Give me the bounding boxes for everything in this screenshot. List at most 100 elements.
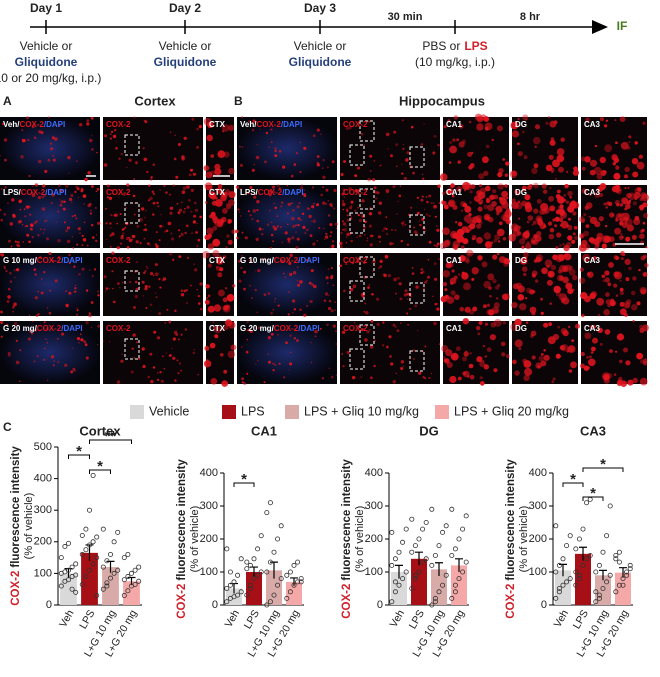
cox2-signal <box>0 155 1 157</box>
cox2-signal <box>280 205 283 208</box>
cox2-signal <box>40 291 44 295</box>
cox2-signal <box>81 244 84 246</box>
cox2-signal <box>599 156 606 164</box>
cox2-signal <box>303 324 306 327</box>
cox2-signal <box>360 376 362 378</box>
cox2-signal <box>163 230 166 233</box>
cox2-signal <box>335 227 338 230</box>
cox2-signal <box>48 116 50 118</box>
cox2-signal <box>259 128 261 130</box>
cox2-signal <box>325 232 328 235</box>
cox2-signal <box>249 259 253 263</box>
cox2-signal <box>497 283 501 287</box>
data-point <box>400 576 406 582</box>
cox2-signal <box>446 296 455 304</box>
cox2-signal <box>188 199 191 202</box>
cox2-signal <box>186 205 190 209</box>
cox2-signal <box>144 216 146 219</box>
cox2-signal <box>194 208 199 212</box>
cox2-signal <box>82 238 87 242</box>
cox2-signal <box>21 192 23 194</box>
cox2-signal <box>345 126 349 131</box>
cox2-signal <box>580 234 584 238</box>
cox2-signal <box>243 270 247 274</box>
data-point <box>255 546 261 552</box>
cox2-signal <box>149 196 153 201</box>
cox2-signal <box>312 219 317 223</box>
cox2-signal <box>178 362 182 365</box>
cox2-signal <box>531 311 536 316</box>
cox2-signal <box>583 213 587 217</box>
cox2-signal <box>74 214 77 217</box>
cox2-signal <box>316 128 320 132</box>
data-point <box>111 539 117 545</box>
cox2-signal <box>406 243 409 246</box>
treatment-line: Vehicle or <box>20 39 73 53</box>
image-label: COX-2 <box>106 188 131 197</box>
cox2-signal <box>89 212 92 215</box>
cox2-signal <box>93 268 97 271</box>
cox2-signal <box>567 190 573 197</box>
chart-title: Cortex <box>79 423 121 438</box>
data-point <box>443 572 449 578</box>
cox2-signal <box>470 184 476 190</box>
cox2-signal <box>312 134 316 138</box>
cox2-signal <box>3 213 6 216</box>
data-point <box>567 533 573 539</box>
cox2-signal <box>504 173 509 177</box>
cox2-signal <box>342 208 345 211</box>
cox2-signal <box>228 191 236 199</box>
cox2-signal <box>639 287 647 295</box>
cox2-signal <box>117 193 120 196</box>
cox2-signal <box>237 259 241 263</box>
cox2-signal <box>182 210 186 214</box>
cox2-signal <box>134 295 138 299</box>
cox2-signal <box>180 369 182 372</box>
cox2-signal <box>559 217 564 223</box>
cox2-signal <box>439 343 441 345</box>
cox2-signal <box>256 209 259 212</box>
cox2-signal <box>151 190 155 194</box>
cox2-signal <box>532 220 537 225</box>
data-point <box>90 472 96 478</box>
cox2-signal <box>133 357 136 359</box>
cox2-signal <box>61 332 65 336</box>
cox2-signal <box>86 119 90 123</box>
cox2-signal <box>155 244 159 249</box>
cox2-signal <box>292 271 297 275</box>
cox2-signal <box>64 221 66 224</box>
cox2-signal <box>243 381 247 386</box>
cox2-signal <box>277 334 279 336</box>
cox2-signal <box>262 228 264 230</box>
cox2-signal <box>199 215 202 219</box>
cox2-signal <box>627 379 634 386</box>
cox2-signal <box>97 294 100 297</box>
cox2-signal <box>162 277 167 281</box>
cox2-signal <box>372 259 376 264</box>
cox2-signal <box>415 285 419 289</box>
cox2-signal <box>403 220 405 223</box>
data-point <box>593 599 599 605</box>
cox2-signal <box>173 157 177 161</box>
y-tick-label: 0 <box>46 599 52 611</box>
cox2-signal <box>361 199 365 203</box>
cox2-signal <box>395 292 397 295</box>
cox2-signal <box>566 170 569 173</box>
cox2-signal <box>253 195 257 199</box>
data-point <box>564 579 570 585</box>
cox2-signal <box>292 208 295 212</box>
cox2-signal <box>397 276 400 280</box>
y-tick-label: 100 <box>529 566 547 578</box>
cox2-signal <box>517 294 525 301</box>
error-bar <box>85 544 94 561</box>
cox2-signal <box>548 154 554 160</box>
cox2-signal <box>306 258 309 262</box>
cox2-signal <box>592 337 598 344</box>
cox2-signal <box>96 234 98 236</box>
data-point <box>295 559 301 565</box>
x-tick-label: LPS <box>242 608 262 631</box>
cox2-signal <box>148 285 151 288</box>
cox2-signal <box>95 190 98 193</box>
cox2-signal <box>144 228 148 232</box>
y-tick-label: 0 <box>212 599 218 611</box>
